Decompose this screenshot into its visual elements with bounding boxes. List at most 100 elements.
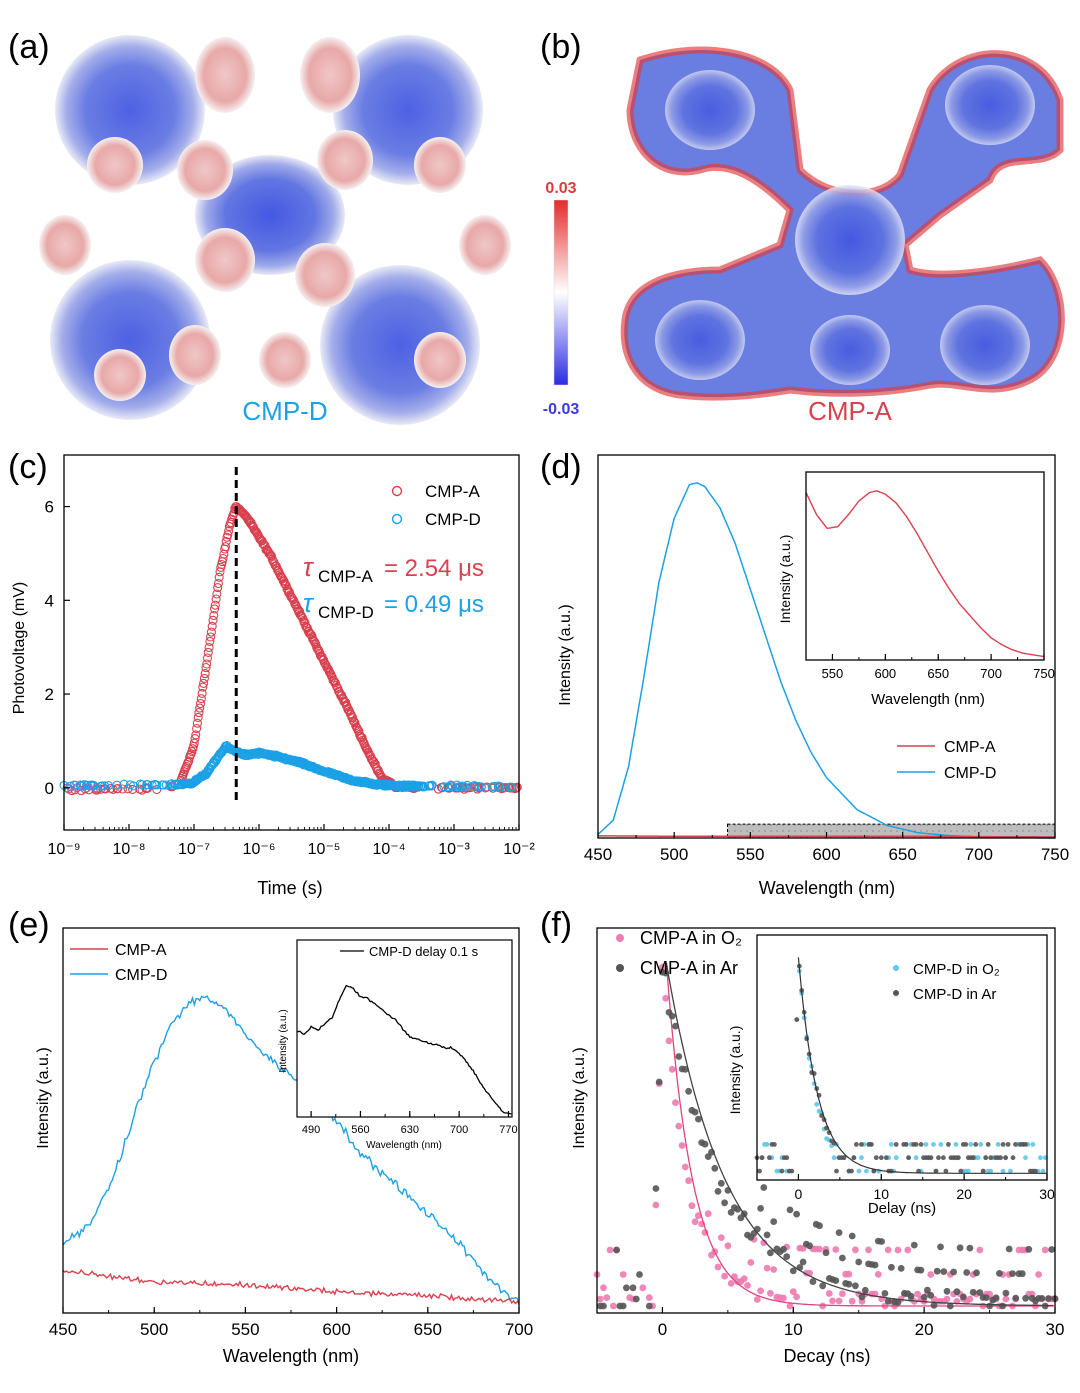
f-marker-cmp-a-o2 <box>865 1246 872 1254</box>
f-marker-cmp-a-o2 <box>943 1295 951 1303</box>
f-marker-cmp-a-ar <box>1038 1295 1046 1302</box>
e-inset-x-tick-label: 630 <box>401 1124 419 1136</box>
d-inset-x-tick-label: 700 <box>980 666 1002 681</box>
f-inset-legend-marker-ar <box>893 990 899 996</box>
e-inset-x-tick-label: 560 <box>351 1124 369 1136</box>
c-frame <box>63 454 520 831</box>
f-inset-y-axis-label: Intensity (a.u.) <box>727 1026 743 1115</box>
c-marker-cmp-a <box>202 659 212 669</box>
f-marker-cmp-a-ar <box>619 1302 627 1310</box>
f-marker-cmp-a-ar <box>953 1288 961 1296</box>
f-marker-cmp-a-ar <box>1002 1289 1010 1297</box>
c-marker-cmp-a <box>223 530 233 540</box>
f-legend: CMP-A in O₂ CMP-A in Ar <box>616 928 742 978</box>
f-marker-cmp-a-ar <box>943 1287 951 1295</box>
f-marker-cmp-a-ar <box>1018 1270 1026 1278</box>
plot-f: 0 10 20 30 <box>593 927 1064 1339</box>
f-marker-cmp-a-o2 <box>848 1297 856 1305</box>
f-marker-cmp-a-ar <box>969 1288 977 1296</box>
f-inset-marker-ar <box>868 1142 874 1147</box>
f-inset-marker-o2 <box>978 1142 984 1147</box>
f-marker-cmp-a-o2 <box>652 1201 660 1209</box>
f-marker-cmp-a-o2 <box>839 1290 846 1298</box>
plot-e: 450 500 550 600 650 700 <box>49 927 533 1339</box>
f-marker-cmp-a-ar <box>956 1244 964 1252</box>
f-inset-marker-ar <box>851 1155 857 1161</box>
f-inset: 0 10 20 30 <box>754 934 1055 1202</box>
c-marker-cmp-a <box>199 673 209 683</box>
e-x-tick-label: 500 <box>140 1320 168 1339</box>
c-marker-cmp-a <box>437 783 447 793</box>
c-marker-cmp-a <box>195 703 205 713</box>
f-marker-cmp-a-ar <box>695 1115 702 1123</box>
panel-b: (b) CMP-A <box>540 28 1065 426</box>
f-inset-marker-o2 <box>864 1168 869 1174</box>
f-inset-fit <box>797 957 1047 1174</box>
c-x-tick-label: 10⁻⁶ <box>243 841 276 858</box>
color-scale-max: 0.03 <box>545 180 576 197</box>
f-inset-marker-o2 <box>1008 1168 1013 1174</box>
d-inset-x-tick-label: 650 <box>927 666 949 681</box>
c-marker-cmp-d <box>135 779 145 789</box>
f-marker-cmp-a-o2 <box>894 1246 902 1254</box>
e-inset-legend-label: CMP-D delay 0.1 s <box>369 944 479 959</box>
f-inset-marker-ar <box>955 1155 961 1161</box>
d-x-axis-label: Wavelength (nm) <box>759 878 895 898</box>
c-marker-cmp-a <box>348 713 358 723</box>
c-marker-early <box>82 783 92 793</box>
f-marker-cmp-a-ar <box>848 1232 856 1240</box>
f-marker-cmp-a-ar <box>933 1267 941 1275</box>
f-marker-cmp-a-o2 <box>874 1271 882 1278</box>
f-marker-cmp-a-ar <box>721 1199 728 1207</box>
c-marker-cmp-a <box>198 682 208 692</box>
f-marker-cmp-a-ar <box>770 1218 778 1225</box>
f-marker-cmp-a-o2 <box>816 1245 823 1253</box>
c-y-tick-label: 2 <box>45 685 54 704</box>
esp-label-cmp-a: CMP-A <box>808 396 892 426</box>
c-annotation-tau-a: τ CMP-A = 2.54 μs <box>303 552 484 586</box>
f-marker-cmp-a-ar <box>871 1261 879 1269</box>
d-inset-x-axis-label: Wavelength (nm) <box>871 691 985 708</box>
f-marker-cmp-a-ar <box>976 1289 984 1296</box>
f-y-axis-label: Intensity (a.u.) <box>571 1047 588 1148</box>
f-marker-cmp-a-ar <box>780 1245 787 1253</box>
tau-a-value: = 2.54 μs <box>384 555 484 582</box>
panel-label-e: (e) <box>8 906 50 944</box>
f-inset-frame <box>756 934 1048 1181</box>
c-x-tick-label: 10⁻² <box>503 841 535 858</box>
f-inset-marker-ar <box>973 1142 979 1147</box>
f-marker-cmp-a-ar <box>799 1258 807 1266</box>
c-marker-cmp-a <box>280 579 291 589</box>
f-marker-cmp-a-ar <box>897 1265 905 1272</box>
f-marker-cmp-a-ar <box>835 1229 843 1236</box>
panel-label-a: (a) <box>8 28 50 66</box>
f-marker-cmp-a-ar <box>996 1270 1003 1277</box>
d-inset: 550 600 650 700 750 <box>805 471 1055 681</box>
c-marker-cmp-a <box>206 627 216 637</box>
c-marker-cmp-d <box>476 782 486 792</box>
f-inset-legend-marker-o2 <box>893 965 899 971</box>
c-marker-cmp-d <box>458 781 468 791</box>
f-inset-marker-ar <box>958 1168 964 1174</box>
f-inset-legend-label-ar: CMP-D in Ar <box>913 986 996 1003</box>
e-inset-x-tick-label: 490 <box>302 1124 320 1136</box>
f-legend-label-ar: CMP-A in Ar <box>640 958 738 978</box>
f-marker-cmp-a-ar <box>645 1302 653 1310</box>
f-marker-cmp-a-ar <box>783 1253 791 1260</box>
f-inset-marker-ar <box>767 1155 772 1161</box>
f-inset-marker-ar <box>941 1155 946 1161</box>
f-marker-cmp-a-o2 <box>966 1295 974 1303</box>
e-line-cmp-d <box>62 995 520 1305</box>
tau-d-value: = 0.49 μs <box>384 591 484 618</box>
f-marker-cmp-a-ar <box>623 1284 630 1292</box>
c-marker-early <box>62 783 72 793</box>
f-marker-cmp-a-o2 <box>681 1163 689 1171</box>
f-inset-marker-ar <box>759 1155 765 1161</box>
f-marker-cmp-a-ar <box>881 1290 889 1297</box>
f-inset-marker-o2 <box>968 1142 974 1147</box>
f-marker-cmp-a-o2 <box>770 1266 778 1273</box>
panel-f: (f) 0 10 20 30 Decay (ns) Intensity (a.u.) … <box>540 906 1064 1366</box>
f-marker-cmp-a-o2 <box>665 1037 673 1045</box>
c-marker-cmp-a <box>189 738 199 748</box>
c-marker-cmp-d <box>495 782 505 793</box>
